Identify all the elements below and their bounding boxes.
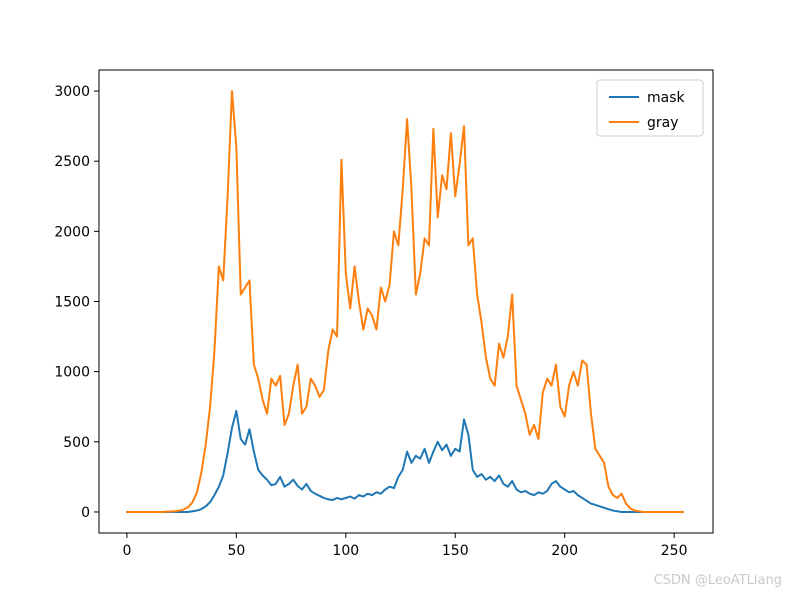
y-tick-label: 2000 — [54, 224, 90, 240]
x-tick-label: 150 — [442, 543, 469, 559]
x-tick-label: 250 — [661, 543, 688, 559]
x-tick-label: 200 — [551, 543, 578, 559]
legend-label-gray: gray — [647, 115, 679, 131]
y-tick-label: 2500 — [54, 154, 90, 170]
y-tick-label: 1000 — [54, 365, 90, 381]
series-line-mask — [125, 409, 684, 513]
series-line-gray — [125, 90, 684, 513]
y-tick-label: 0 — [81, 505, 90, 521]
legend-label-mask: mask — [647, 90, 686, 106]
y-tick-label: 1500 — [54, 295, 90, 311]
watermark: CSDN @LeoATLiang — [653, 573, 782, 588]
y-tick-label: 500 — [63, 435, 90, 451]
x-tick-label: 0 — [122, 543, 131, 559]
x-tick-label: 100 — [332, 543, 359, 559]
x-tick-label: 50 — [227, 543, 245, 559]
y-tick-label: 3000 — [54, 84, 90, 100]
